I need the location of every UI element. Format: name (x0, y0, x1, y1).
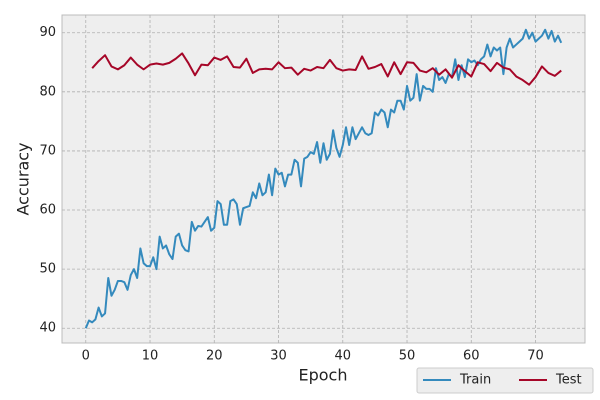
y-tick-label: 40 (39, 321, 56, 336)
x-tick-label: 20 (206, 349, 223, 364)
y-tick-label: 60 (39, 203, 56, 218)
y-tick-label: 90 (39, 25, 56, 40)
x-tick-label: 10 (142, 349, 159, 364)
x-tick-label: 60 (463, 349, 480, 364)
y-tick-label: 70 (39, 143, 56, 158)
x-tick-label: 40 (335, 349, 352, 364)
legend-label: Train (459, 373, 491, 388)
legend (416, 367, 594, 394)
y-tick-label: 50 (39, 262, 56, 277)
y-axis-label: Accuracy (14, 142, 33, 215)
series-line (84, 28, 563, 329)
x-tick-label: 70 (527, 349, 544, 364)
series-line (91, 52, 562, 86)
x-tick-label: 30 (270, 349, 287, 364)
x-tick-label: 0 (82, 349, 90, 364)
x-axis-label: Epoch (299, 366, 348, 385)
y-tick-label: 80 (39, 84, 56, 99)
plot-area (61, 14, 586, 344)
legend-label: Test (555, 373, 582, 388)
x-tick-label: 50 (399, 349, 416, 364)
